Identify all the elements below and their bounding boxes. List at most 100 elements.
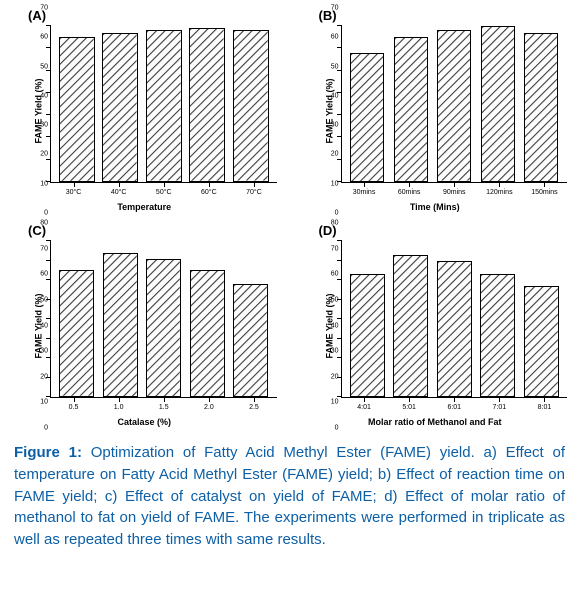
y-tick-label: 20	[327, 373, 339, 380]
bar	[437, 261, 472, 398]
y-tick-label: 60	[327, 34, 339, 41]
bar	[393, 255, 428, 397]
x-tick-mark	[209, 182, 210, 187]
x-tick-label: 2.0	[204, 404, 214, 411]
caption-lead: Figure 1:	[14, 444, 82, 461]
bar-hatch-fill	[351, 275, 384, 396]
y-tick-label: 50	[327, 296, 339, 303]
bar	[233, 30, 269, 182]
x-tick-label: 60mins	[398, 189, 421, 196]
y-tick-label: 60	[327, 271, 339, 278]
x-tick-mark	[254, 182, 255, 187]
x-tick-mark	[544, 182, 545, 187]
panel-c: (C)FAME Yield (%)Catalase (%)0.51.01.52.…	[6, 223, 283, 428]
panel-a: (A)FAME Yield (%)Temperature30°C40°C50°C…	[6, 8, 283, 213]
bar-hatch-fill	[190, 29, 224, 181]
x-tick-label: 6:01	[447, 404, 461, 411]
bar-hatch-fill	[191, 271, 224, 396]
bar-hatch-fill	[103, 34, 137, 181]
y-tick-label: 0	[36, 210, 48, 217]
x-tick-label: 1.5	[159, 404, 169, 411]
bar	[481, 26, 515, 182]
bar	[146, 30, 182, 182]
y-tick-label: 0	[327, 425, 339, 432]
x-tick-mark	[74, 397, 75, 402]
bar	[437, 30, 471, 182]
y-tick-label: 50	[36, 63, 48, 70]
y-tick-label: 20	[36, 151, 48, 158]
bar-hatch-fill	[60, 271, 93, 396]
x-tick-label: 60°C	[201, 189, 217, 196]
bar-hatch-fill	[438, 31, 470, 181]
x-tick-mark	[499, 182, 500, 187]
x-tick-label: 5:01	[402, 404, 416, 411]
x-tick-label: 1.0	[114, 404, 124, 411]
y-tick-label: 20	[327, 151, 339, 158]
y-axis-label: FAME Yield (%)	[324, 78, 334, 143]
bar	[146, 259, 181, 397]
y-tick-label: 40	[36, 322, 48, 329]
bar-hatch-fill	[395, 38, 427, 181]
y-tick-label: 10	[327, 180, 339, 187]
panel-d: (D)FAME Yield (%)Molar ratio of Methanol…	[297, 223, 574, 428]
x-tick-mark	[454, 182, 455, 187]
x-axis-label: Molar ratio of Methanol and Fat	[368, 417, 502, 427]
y-tick-label: 10	[327, 399, 339, 406]
bar	[103, 253, 138, 397]
x-tick-label: 8:01	[538, 404, 552, 411]
bar	[59, 37, 95, 182]
y-tick-label: 50	[327, 63, 339, 70]
x-tick-label: 4:01	[357, 404, 371, 411]
x-tick-label: 50°C	[156, 189, 172, 196]
y-tick-label: 70	[36, 5, 48, 12]
y-tick-label: 60	[36, 34, 48, 41]
y-tick-label: 80	[327, 220, 339, 227]
x-tick-mark	[254, 397, 255, 402]
figure-caption: Figure 1: Optimization of Fatty Acid Met…	[6, 442, 573, 551]
bar-hatch-fill	[481, 275, 514, 396]
x-tick-label: 2.5	[249, 404, 259, 411]
bar-hatch-fill	[60, 38, 94, 181]
y-tick-label: 70	[36, 245, 48, 252]
y-tick-label: 70	[327, 245, 339, 252]
chart-area: 4:015:016:017:018:01	[341, 241, 568, 398]
bar-hatch-fill	[147, 260, 180, 396]
x-axis-label: Time (Mins)	[410, 202, 460, 212]
x-tick-label: 7:01	[493, 404, 507, 411]
x-tick-label: 70°C	[246, 189, 262, 196]
x-tick-mark	[364, 397, 365, 402]
bar	[190, 270, 225, 397]
y-tick-label: 50	[36, 296, 48, 303]
y-tick-label: 30	[36, 122, 48, 129]
y-tick-label: 10	[36, 399, 48, 406]
bar-hatch-fill	[438, 262, 471, 397]
x-tick-label: 30°C	[66, 189, 82, 196]
bars-container	[51, 26, 277, 182]
bar	[524, 33, 558, 182]
x-tick-label: 150mins	[531, 189, 557, 196]
x-tick-mark	[164, 182, 165, 187]
x-tick-label: 0.5	[69, 404, 79, 411]
bar-hatch-fill	[525, 34, 557, 181]
bars-container	[342, 26, 568, 182]
y-tick-label: 80	[36, 220, 48, 227]
chart-area: 0.51.01.52.02.5	[50, 241, 277, 398]
bar	[59, 270, 94, 397]
bar-hatch-fill	[351, 54, 383, 181]
x-tick-mark	[454, 397, 455, 402]
bar	[350, 274, 385, 397]
bar-hatch-fill	[525, 287, 558, 396]
y-tick-label: 40	[327, 322, 339, 329]
x-axis-label: Temperature	[117, 202, 171, 212]
bars-container	[342, 241, 568, 397]
x-tick-mark	[209, 397, 210, 402]
chart-grid: (A)FAME Yield (%)Temperature30°C40°C50°C…	[6, 8, 573, 428]
x-tick-mark	[499, 397, 500, 402]
bar-hatch-fill	[147, 31, 181, 181]
bar	[524, 286, 559, 397]
x-tick-mark	[74, 182, 75, 187]
bars-container	[51, 241, 277, 397]
caption-text: Optimization of Fatty Acid Methyl Ester …	[14, 444, 565, 548]
x-tick-label: 40°C	[111, 189, 127, 196]
bar-hatch-fill	[482, 27, 514, 181]
